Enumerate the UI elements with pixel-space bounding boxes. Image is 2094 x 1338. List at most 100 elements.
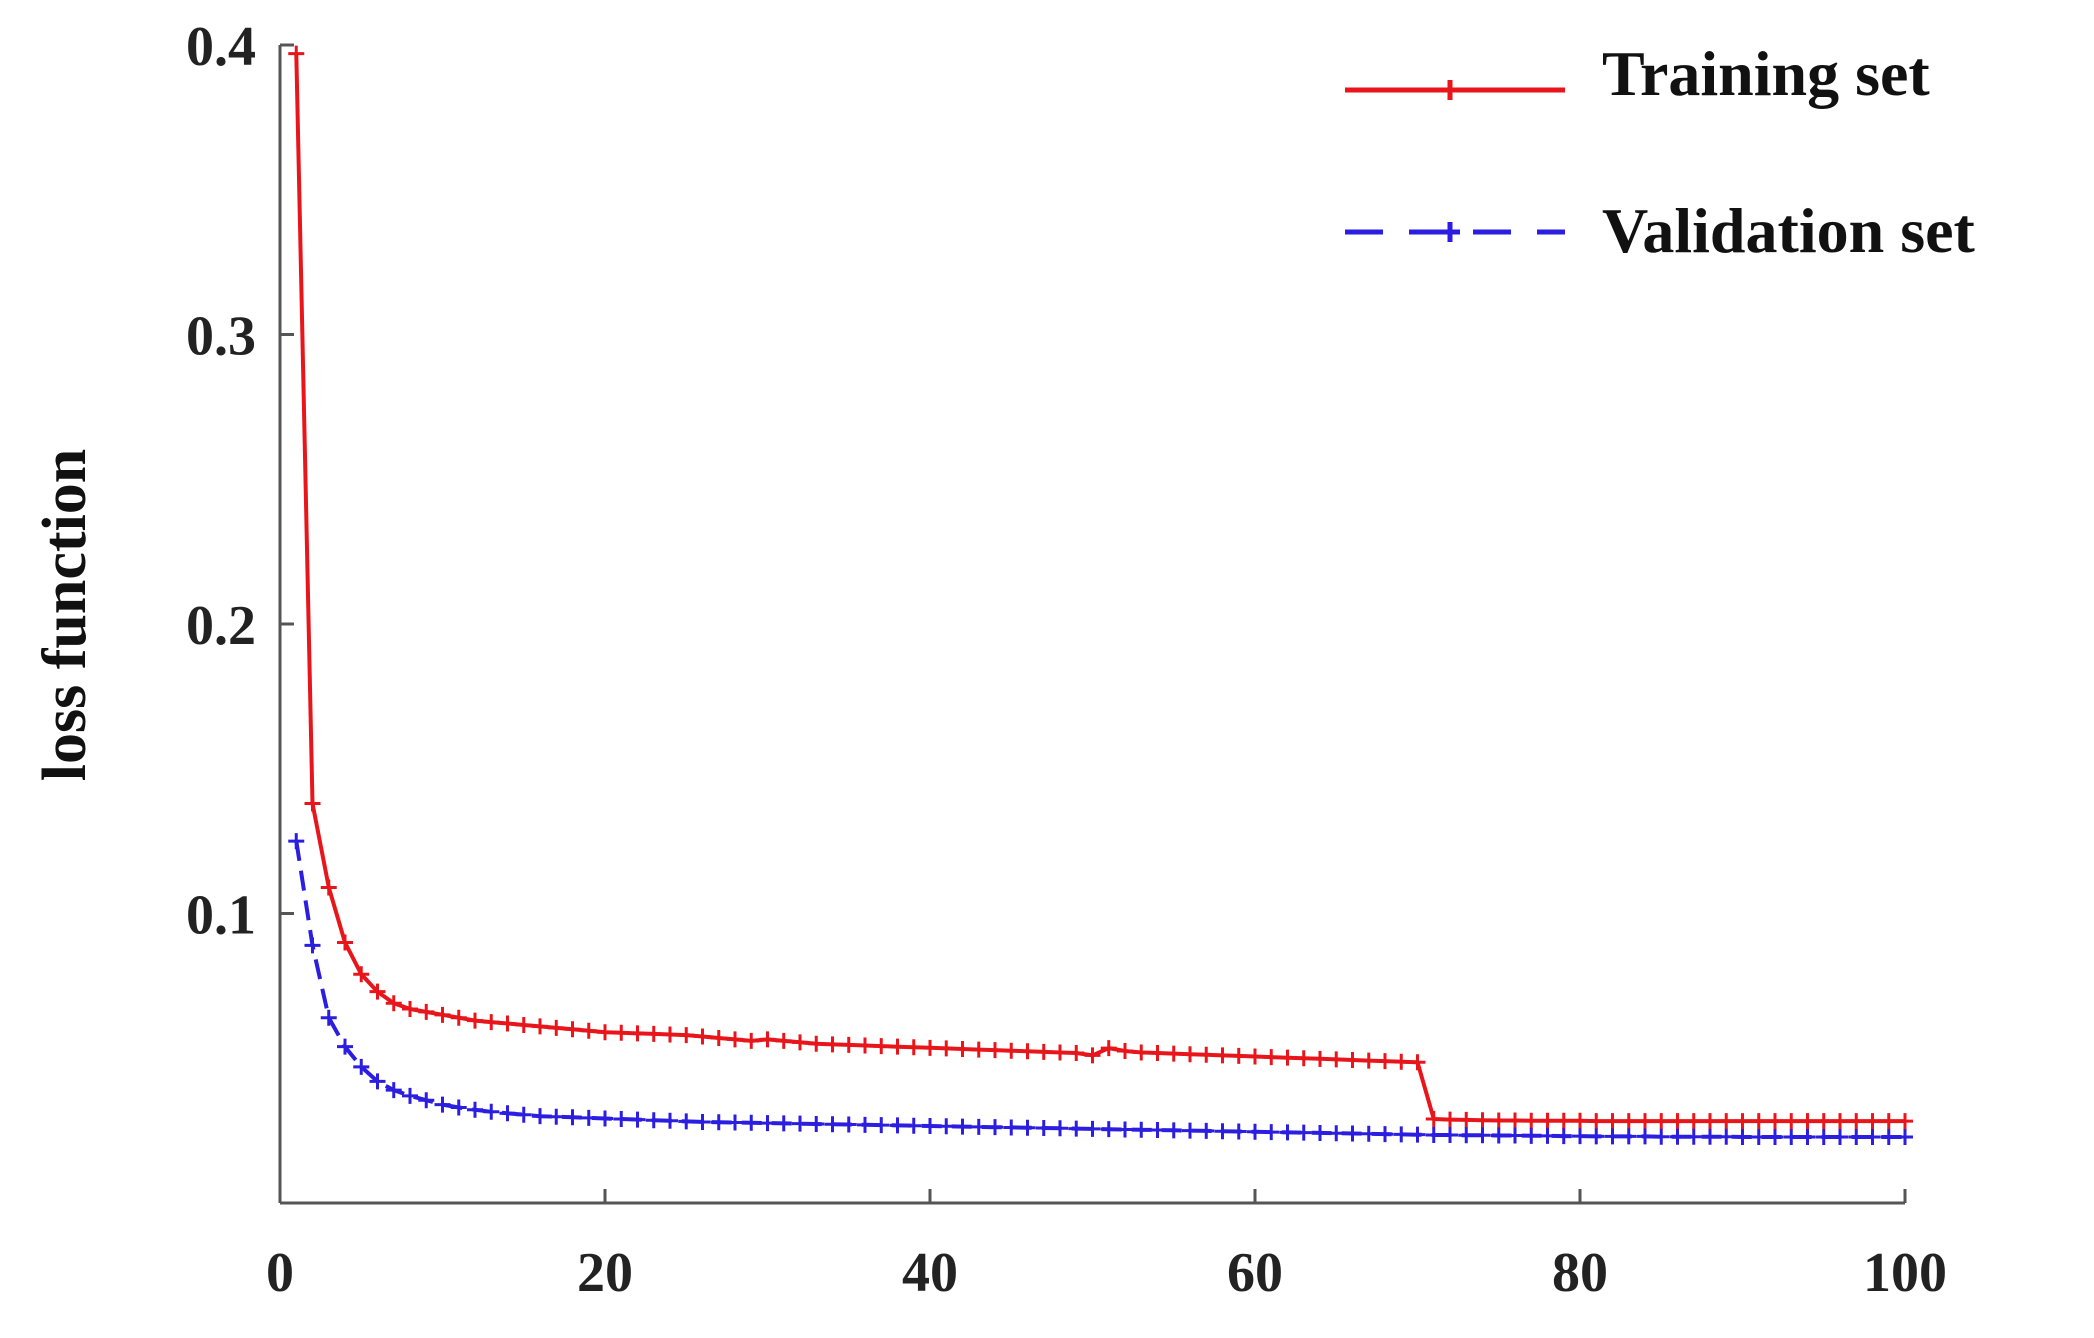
series-1-point: [1279, 1124, 1296, 1141]
series-0-point: [402, 1001, 418, 1018]
series-0-point: [1864, 1113, 1881, 1130]
series-0-point: [1458, 1111, 1475, 1128]
series-1-point: [905, 1117, 922, 1134]
series-0-point: [938, 1040, 955, 1057]
series-1-point: [1100, 1121, 1117, 1138]
series-0-point: [1133, 1044, 1150, 1061]
series-0-point: [1734, 1113, 1751, 1130]
series-1-point: [1149, 1122, 1166, 1139]
series-0-point: [954, 1040, 971, 1057]
series-0-point: [1653, 1113, 1670, 1130]
series-0-point: [1393, 1053, 1410, 1070]
series-1-point: [1182, 1122, 1198, 1139]
series-0-point: [1182, 1046, 1198, 1063]
series-1-point: [418, 1092, 435, 1109]
y-tick-label: 0.2: [186, 595, 256, 657]
series-0-point: [1507, 1112, 1523, 1129]
series-1-point: [1864, 1128, 1881, 1145]
series-1-point: [954, 1118, 971, 1135]
series-1-point: [1084, 1120, 1101, 1137]
series-0-point: [1637, 1113, 1653, 1130]
series-1-point: [1117, 1121, 1133, 1138]
series-1-point: [434, 1096, 451, 1113]
series-0-point: [450, 1009, 467, 1026]
series-1-point: [515, 1106, 532, 1123]
series-1-point: [1003, 1119, 1020, 1136]
series-1-point: [840, 1116, 857, 1133]
series-1-point: [1750, 1128, 1767, 1145]
series-1-point: [1360, 1125, 1377, 1142]
series-line-0: [294, 53, 1905, 1124]
legend-item-training: Training set: [1345, 38, 1930, 109]
y-tick-label: 0.4: [186, 16, 256, 78]
series-0-point: [353, 966, 370, 983]
series-0-point: [645, 1025, 662, 1042]
series-1-point: [792, 1115, 808, 1132]
series-1-point: [1198, 1122, 1215, 1139]
series-0-point: [499, 1015, 516, 1032]
legend-item-validation: Validation set: [1345, 195, 1976, 266]
series-1-point: [1230, 1123, 1247, 1140]
series-0-point: [434, 1006, 451, 1023]
series-0-point: [580, 1022, 597, 1039]
series-1-point: [304, 937, 321, 954]
series-1-point: [613, 1111, 630, 1128]
series-0-point: [1279, 1049, 1296, 1066]
series-0-point: [385, 995, 402, 1012]
series-1-point: [645, 1112, 662, 1129]
series-1-point: [1572, 1128, 1588, 1145]
series-0-point: [1100, 1040, 1117, 1057]
series-0-point: [1718, 1113, 1735, 1130]
series-layer: [288, 45, 1913, 1145]
series-1-point: [1653, 1128, 1670, 1145]
series-1-point: [337, 1038, 353, 1055]
series-0-point: [1750, 1113, 1767, 1130]
series-1-point: [1588, 1128, 1605, 1145]
series-0-point: [889, 1038, 906, 1055]
series-1-point: [743, 1114, 760, 1131]
series-1-point: [1133, 1121, 1150, 1138]
series-0-point: [922, 1039, 938, 1056]
series-1-point: [288, 833, 305, 850]
series-0-point: [1620, 1113, 1637, 1130]
series-0-point: [418, 1003, 435, 1020]
y-tick-label: 0.3: [186, 306, 256, 368]
series-0-point: [467, 1012, 483, 1029]
series-1-point: [710, 1114, 727, 1131]
legend-label-training: Training set: [1602, 38, 1930, 109]
series-1-point: [532, 1108, 548, 1125]
series-0-point: [597, 1024, 613, 1041]
series-1-point: [1344, 1125, 1361, 1142]
x-tick-label: 40: [902, 1242, 958, 1304]
series-1-point: [1848, 1128, 1865, 1145]
series-0-point: [1165, 1045, 1182, 1062]
series-1-point: [970, 1118, 987, 1135]
series-1-point: [1425, 1126, 1442, 1143]
series-0-point: [678, 1027, 695, 1044]
series-0-point: [1555, 1112, 1572, 1129]
series-1-point: [1490, 1127, 1507, 1144]
series-1-point: [808, 1115, 825, 1132]
series-0-point: [1312, 1050, 1328, 1067]
series-1-point: [1523, 1127, 1540, 1144]
series-1-point: [1247, 1123, 1263, 1140]
series-0-point: [775, 1032, 792, 1049]
series-0-point: [1880, 1113, 1897, 1130]
series-1-point: [402, 1087, 418, 1104]
series-1-point: [597, 1110, 613, 1127]
series-0-point: [694, 1028, 711, 1045]
series-1-point: [1783, 1128, 1800, 1145]
series-1-point: [1555, 1128, 1572, 1145]
series-1-point: [1685, 1128, 1702, 1145]
series-0-point: [1832, 1113, 1848, 1130]
series-1-point: [1832, 1128, 1848, 1145]
series-0-point: [808, 1035, 825, 1052]
series-0-point: [369, 983, 386, 1000]
series-0-point: [1848, 1113, 1865, 1130]
series-0-point: [337, 934, 353, 951]
series-0-point: [304, 795, 321, 812]
series-0-point: [1214, 1047, 1231, 1064]
series-0-point: [532, 1018, 548, 1035]
series-1-point: [1767, 1128, 1783, 1145]
